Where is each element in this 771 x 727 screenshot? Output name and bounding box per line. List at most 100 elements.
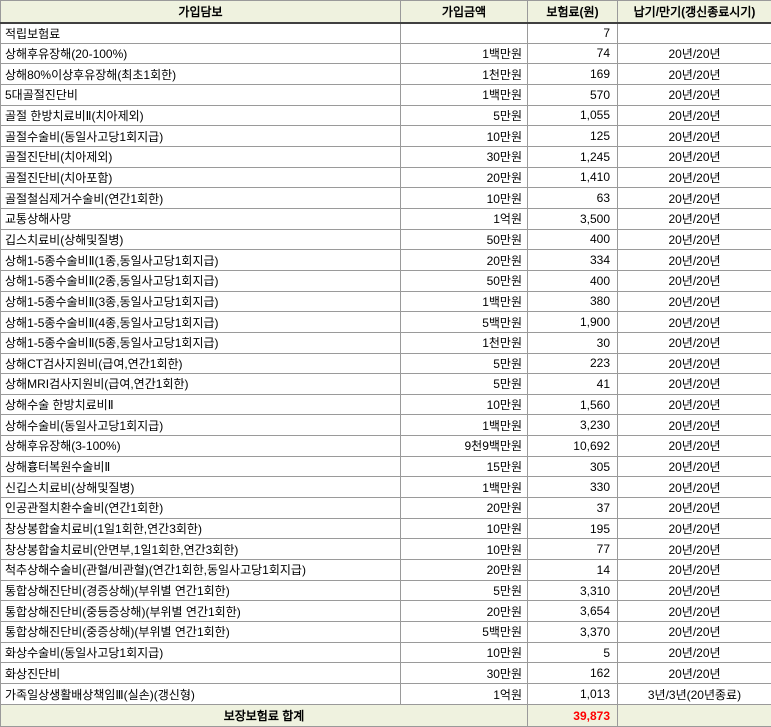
table-row: 가족일상생활배상책임Ⅲ(실손)(갱신형) 1억원 1,013 3년/3년(20년…: [0, 683, 771, 705]
cell-premium: 1,245: [527, 145, 618, 168]
cell-coverage-name: 골절철심제거수술비(연간1회한): [0, 187, 401, 209]
cell-term: 20년/20년: [617, 228, 771, 251]
cell-coverage-name: 신깁스치료비(상해및질병): [0, 476, 401, 499]
cell-term: 3년/3년(20년종료): [617, 683, 771, 705]
cell-coverage-amount: 20만원: [400, 249, 528, 271]
table-row: 상해1-5종수술비Ⅱ(2종,동일사고당1회지급) 50만원 400 20년/20…: [0, 269, 771, 292]
cell-coverage-amount: 10만원: [400, 187, 528, 209]
cell-coverage-name: 상해수술 한방치료비Ⅱ: [0, 393, 401, 416]
table-row: 상해MRI검사지원비(급여,연간1회한) 5만원 41 20년/20년: [0, 373, 771, 395]
cell-premium: 77: [527, 538, 618, 561]
cell-term: 20년/20년: [617, 290, 771, 313]
cell-term: 20년/20년: [617, 414, 771, 437]
cell-premium: 1,560: [527, 393, 618, 416]
cell-coverage-name: 적립보험료: [0, 22, 401, 44]
cell-premium: 400: [527, 269, 618, 292]
table-row: 골절 한방치료비Ⅱ(치아제외) 5만원 1,055 20년/20년: [0, 104, 771, 127]
cell-premium: 10,692: [527, 435, 618, 457]
cell-premium: 162: [527, 662, 618, 684]
table-row: 상해1-5종수술비Ⅱ(3종,동일사고당1회지급) 1백만원 380 20년/20…: [0, 290, 771, 313]
cell-coverage-name: 5대골절진단비: [0, 83, 401, 106]
cell-coverage-amount: 10만원: [400, 393, 528, 416]
cell-coverage-name: 상해1-5종수술비Ⅱ(5종,동일사고당1회지급): [0, 331, 401, 354]
cell-coverage-amount: 10만원: [400, 538, 528, 561]
table-row: 상해후유장해(20-100%) 1백만원 74 20년/20년: [0, 42, 771, 65]
table-row: 골절진단비(치아제외) 30만원 1,245 20년/20년: [0, 145, 771, 168]
cell-premium: 305: [527, 455, 618, 478]
cell-coverage-amount: 5백만원: [400, 621, 528, 643]
cell-coverage-name: 상해80%이상후유장해(최초1회한): [0, 63, 401, 85]
cell-premium: 1,013: [527, 683, 618, 705]
cell-coverage-amount: 9천9백만원: [400, 435, 528, 457]
cell-premium: 3,310: [527, 579, 618, 602]
cell-coverage-name: 골절진단비(치아포함): [0, 166, 401, 189]
cell-coverage-amount: 5백만원: [400, 311, 528, 333]
cell-coverage-amount: 20만원: [400, 600, 528, 623]
table-row: 통합상해진단비(중증상해)(부위별 연간1회한) 5백만원 3,370 20년/…: [0, 621, 771, 643]
cell-term: 20년/20년: [617, 63, 771, 85]
cell-term: 20년/20년: [617, 187, 771, 209]
table-row: 상해수술비(동일사고당1회지급) 1백만원 3,230 20년/20년: [0, 414, 771, 437]
cell-term: 20년/20년: [617, 145, 771, 168]
table-row: 골절철심제거수술비(연간1회한) 10만원 63 20년/20년: [0, 187, 771, 209]
cell-coverage-name: 창상봉합술치료비(1일1회한,연간3회한): [0, 517, 401, 540]
cell-premium: 169: [527, 63, 618, 85]
table-row: 통합상해진단비(경증상해)(부위별 연간1회한) 5만원 3,310 20년/2…: [0, 579, 771, 602]
cell-coverage-amount: 1천만원: [400, 331, 528, 354]
cell-premium: 14: [527, 559, 618, 581]
header-row: 가입담보 가입금액 보험료(원) 납기/만기(갱신종료시기): [0, 0, 771, 24]
cell-term: 20년/20년: [617, 269, 771, 292]
cell-coverage-amount: 1억원: [400, 683, 528, 705]
cell-term: 20년/20년: [617, 662, 771, 684]
cell-term: 20년/20년: [617, 42, 771, 65]
table-row: 척추상해수술비(관혈/비관혈)(연간1회한,동일사고당1회지급) 20만원 14…: [0, 559, 771, 581]
table-footer: 보장보험료 합계 39,873: [0, 704, 771, 727]
cell-coverage-amount: 5만원: [400, 104, 528, 127]
cell-coverage-amount: 1억원: [400, 207, 528, 230]
table-row: 상해수술 한방치료비Ⅱ 10만원 1,560 20년/20년: [0, 393, 771, 416]
cell-premium: 380: [527, 290, 618, 313]
cell-coverage-name: 통합상해진단비(중등증상해)(부위별 연간1회한): [0, 600, 401, 623]
cell-term: 20년/20년: [617, 393, 771, 416]
cell-coverage-name: 상해1-5종수술비Ⅱ(2종,동일사고당1회지급): [0, 269, 401, 292]
cell-premium: 7: [527, 22, 618, 44]
cell-coverage-name: 척추상해수술비(관혈/비관혈)(연간1회한,동일사고당1회지급): [0, 559, 401, 581]
cell-premium: 400: [527, 228, 618, 251]
column-header-coverage: 가입담보: [0, 0, 401, 24]
cell-coverage-name: 골절 한방치료비Ⅱ(치아제외): [0, 104, 401, 127]
cell-coverage-name: 교통상해사망: [0, 207, 401, 230]
cell-coverage-name: 가족일상생활배상책임Ⅲ(실손)(갱신형): [0, 683, 401, 705]
total-premium-value: 39,873: [527, 704, 618, 727]
cell-coverage-name: 상해1-5종수술비Ⅱ(3종,동일사고당1회지급): [0, 290, 401, 313]
cell-coverage-amount: 10만원: [400, 125, 528, 147]
cell-term: 20년/20년: [617, 621, 771, 643]
cell-term: 20년/20년: [617, 579, 771, 602]
cell-coverage-name: 통합상해진단비(경증상해)(부위별 연간1회한): [0, 579, 401, 602]
cell-coverage-amount: 1백만원: [400, 83, 528, 106]
cell-coverage-amount: 20만원: [400, 166, 528, 189]
cell-term: 20년/20년: [617, 125, 771, 147]
cell-premium: 3,230: [527, 414, 618, 437]
cell-coverage-name: 상해흉터복원수술비Ⅱ: [0, 455, 401, 478]
cell-coverage-amount: 5만원: [400, 373, 528, 395]
cell-term: 20년/20년: [617, 559, 771, 581]
cell-coverage-name: 상해1-5종수술비Ⅱ(1종,동일사고당1회지급): [0, 249, 401, 271]
cell-coverage-name: 골절진단비(치아제외): [0, 145, 401, 168]
table-row: 인공관절치환수술비(연간1회한) 20만원 37 20년/20년: [0, 497, 771, 519]
table-row: 골절진단비(치아포함) 20만원 1,410 20년/20년: [0, 166, 771, 189]
cell-premium: 63: [527, 187, 618, 209]
cell-premium: 1,410: [527, 166, 618, 189]
cell-premium: 223: [527, 352, 618, 375]
cell-coverage-name: 깁스치료비(상해및질병): [0, 228, 401, 251]
cell-premium: 30: [527, 331, 618, 354]
cell-premium: 37: [527, 497, 618, 519]
column-header-premium: 보험료(원): [527, 0, 618, 24]
cell-coverage-name: 창상봉합술치료비(안면부,1일1회한,연간3회한): [0, 538, 401, 561]
cell-premium: 330: [527, 476, 618, 499]
cell-term: 20년/20년: [617, 517, 771, 540]
table-row: 신깁스치료비(상해및질병) 1백만원 330 20년/20년: [0, 476, 771, 499]
cell-coverage-amount: 15만원: [400, 455, 528, 478]
cell-premium: 1,055: [527, 104, 618, 127]
cell-coverage-amount: 1백만원: [400, 42, 528, 65]
cell-coverage-amount: 50만원: [400, 228, 528, 251]
